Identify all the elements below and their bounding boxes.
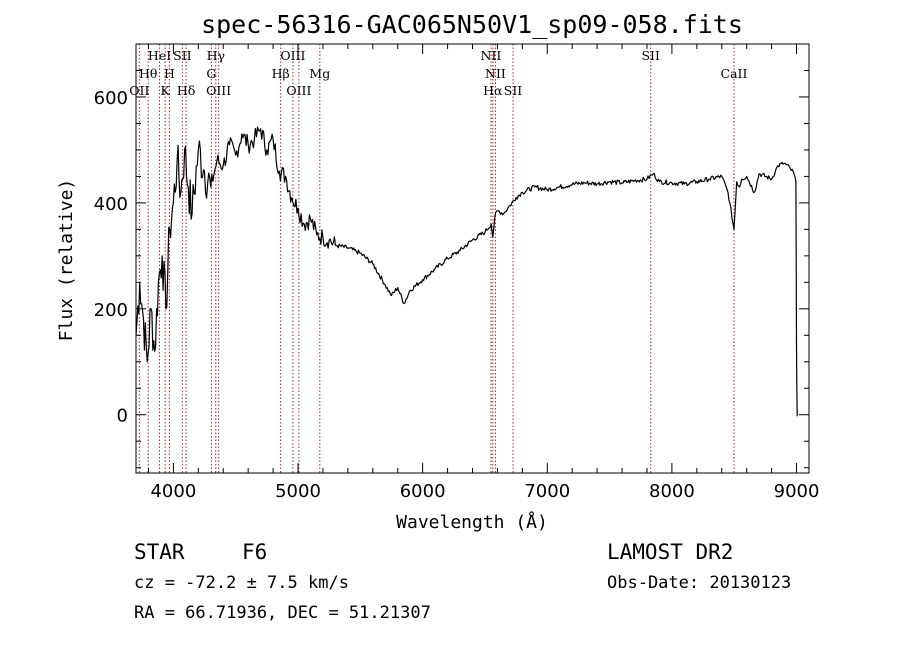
spectral-line-label: CaII bbox=[721, 66, 748, 81]
y-tick-label: 600 bbox=[94, 88, 128, 109]
spectral-line-label: OIII bbox=[280, 48, 305, 63]
spectral-line-label: SII bbox=[641, 48, 660, 63]
x-tick-label: 5000 bbox=[275, 481, 321, 502]
spectral-line-label: OIII bbox=[286, 83, 311, 98]
spectral-line-label: G bbox=[206, 66, 216, 81]
spectral-line-label: K bbox=[160, 83, 170, 98]
plot-frame bbox=[135, 43, 810, 474]
spectral-line-label: Hα bbox=[483, 83, 503, 98]
spectral-line-label: NII bbox=[481, 48, 502, 63]
spectral-line-label: Hθ bbox=[139, 66, 157, 81]
coordinates: RA = 66.71936, DEC = 51.21307 bbox=[134, 603, 431, 623]
spectral-line-label: HeI bbox=[148, 48, 171, 63]
spectral-line-label: NII bbox=[485, 66, 506, 81]
spectral-line-label: Hγ bbox=[207, 48, 225, 63]
x-tick-label: 9000 bbox=[774, 481, 820, 502]
object-class: STAR bbox=[134, 540, 185, 564]
spectral-line-label: Hδ bbox=[177, 83, 195, 98]
spectral-line-label: SII bbox=[173, 48, 192, 63]
x-tick-label: 7000 bbox=[524, 481, 570, 502]
y-axis-label: Flux (relative) bbox=[56, 179, 77, 342]
spectral-line-label: OII bbox=[129, 83, 149, 98]
y-tick-label: 0 bbox=[117, 406, 128, 427]
x-tick-label: 4000 bbox=[150, 481, 196, 502]
spectrum-series-line bbox=[135, 126, 798, 417]
spectral-line-label: H bbox=[164, 66, 175, 81]
x-tick-label: 6000 bbox=[400, 481, 446, 502]
x-tick-label: 8000 bbox=[649, 481, 695, 502]
survey-name: LAMOST DR2 bbox=[607, 540, 734, 564]
spectral-line-markers bbox=[138, 44, 735, 473]
x-axis-label: Wavelength (Å) bbox=[396, 511, 548, 533]
spectral-line-label: OIII bbox=[206, 83, 231, 98]
object-subclass: F6 bbox=[242, 540, 268, 564]
spectral-line-label: Mg bbox=[309, 66, 330, 81]
radial-velocity: cz = -72.2 ± 7.5 km/s bbox=[134, 573, 349, 593]
observation-date: Obs-Date: 20130123 bbox=[607, 573, 792, 593]
chart-title: spec-56316-GAC065N50V1_sp09-058.fits bbox=[201, 10, 743, 39]
y-tick-label: 400 bbox=[94, 194, 128, 215]
y-tick-label: 200 bbox=[94, 300, 128, 321]
spectral-line-label: Hβ bbox=[272, 66, 290, 81]
spectral-line-label: SII bbox=[504, 83, 523, 98]
axis-ticks: 4000 5000 6000 7000 8000 9000 0 200 400 600 bbox=[94, 43, 820, 502]
